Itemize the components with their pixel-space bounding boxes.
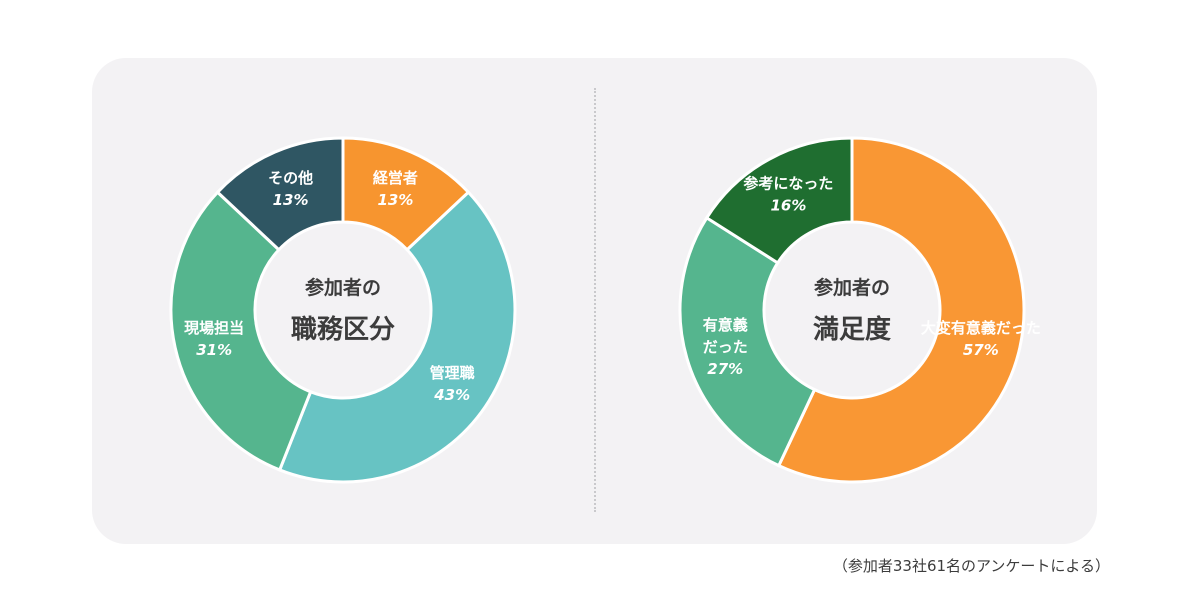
- slice-2-2: [678, 215, 817, 468]
- slice-label: 有意義: [703, 316, 748, 334]
- center-title-line1: 参加者の: [814, 276, 890, 299]
- divider: [594, 88, 596, 512]
- slice-value-label: 13%: [377, 191, 413, 209]
- slice-label: 参考になった: [743, 174, 833, 192]
- slice-label: 現場担当: [184, 319, 244, 337]
- center-title-line2: 満足度: [813, 314, 891, 345]
- slice-2-1: [776, 136, 1026, 484]
- slice-value-label: 31%: [196, 341, 232, 359]
- slice-value-label: 13%: [273, 191, 309, 209]
- slice-label: 大変有意義だった: [921, 319, 1041, 337]
- slice-value-label: 27%: [707, 360, 743, 378]
- slice-value-label: 57%: [963, 341, 999, 359]
- center-title-line1: 参加者の: [305, 276, 381, 299]
- slice-1-4: [215, 136, 345, 252]
- slice-value-label: 43%: [433, 386, 470, 404]
- center-title-line2: 職務区分: [291, 315, 395, 345]
- slice-label: その他: [268, 169, 313, 187]
- slice-value-label: 16%: [770, 196, 806, 214]
- slice-label: 管理職: [430, 364, 475, 382]
- slice-2-3: [704, 136, 854, 265]
- slice-1-3: [169, 190, 313, 472]
- slice-label: だった: [703, 338, 748, 356]
- slice-1-2: [277, 190, 517, 484]
- slice-label: 経営者: [373, 169, 418, 187]
- footnote: （参加者33社61名のアンケートによる）: [832, 557, 1110, 575]
